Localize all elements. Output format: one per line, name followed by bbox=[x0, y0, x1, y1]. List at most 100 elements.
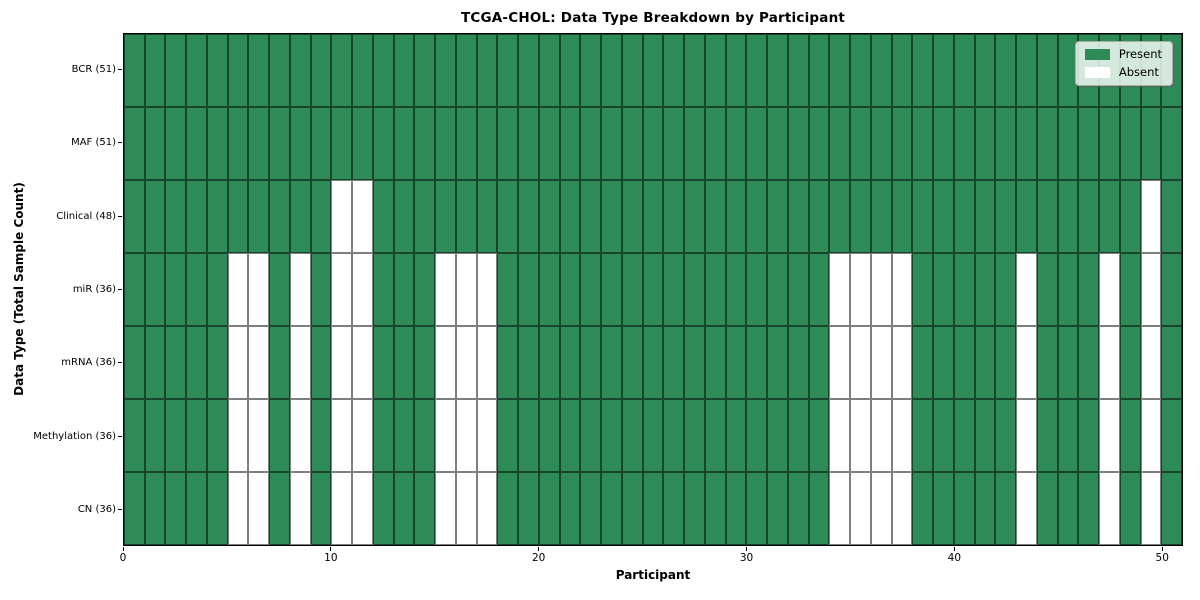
matrix-cell-BCR-p38 bbox=[912, 34, 934, 107]
matrix-cell-miR-p43 bbox=[1016, 253, 1037, 326]
matrix-cell-miR-p13 bbox=[393, 253, 415, 326]
matrix-cell-CN-p10 bbox=[331, 472, 353, 545]
y-tick-label-mRNA: mRNA (36) bbox=[61, 357, 116, 369]
matrix-cell-miR-p30 bbox=[746, 253, 768, 326]
matrix-cell-miR-p41 bbox=[974, 253, 996, 326]
matrix-cell-mRNA-p39 bbox=[933, 326, 954, 399]
matrix-cell-miR-p50 bbox=[1161, 253, 1182, 326]
matrix-cell-miR-p0 bbox=[124, 253, 145, 326]
matrix-cell-MAF-p47 bbox=[1099, 107, 1120, 180]
matrix-cell-CN-p48 bbox=[1119, 472, 1141, 545]
matrix-cell-BCR-p18 bbox=[497, 34, 519, 107]
matrix-cell-Clinical-p19 bbox=[518, 180, 539, 253]
matrix-cell-CN-p22 bbox=[580, 472, 602, 545]
matrix-cell-Methylation-p10 bbox=[331, 399, 353, 472]
matrix-cell-Methylation-p30 bbox=[746, 399, 768, 472]
matrix-cell-mRNA-p49 bbox=[1140, 326, 1162, 399]
matrix-cell-BCR-p16 bbox=[455, 34, 477, 107]
matrix-cell-mRNA-p7 bbox=[269, 326, 290, 399]
matrix-cell-CN-p25 bbox=[642, 472, 664, 545]
matrix-cell-Methylation-p13 bbox=[393, 399, 415, 472]
matrix-cell-BCR-p20 bbox=[538, 34, 560, 107]
matrix-cell-BCR-p6 bbox=[248, 34, 270, 107]
matrix-cell-Methylation-p23 bbox=[601, 399, 622, 472]
matrix-cell-BCR-p26 bbox=[663, 34, 685, 107]
matrix-cell-Methylation-p48 bbox=[1119, 399, 1141, 472]
matrix-cell-CN-p13 bbox=[393, 472, 415, 545]
matrix-cell-CN-p12 bbox=[372, 472, 394, 545]
matrix-cell-mRNA-p25 bbox=[642, 326, 664, 399]
matrix-cell-MAF-p22 bbox=[580, 107, 602, 180]
matrix-cell-Methylation-p45 bbox=[1057, 399, 1079, 472]
matrix-cell-miR-p17 bbox=[476, 253, 498, 326]
matrix-cell-BCR-p36 bbox=[870, 34, 892, 107]
matrix-cell-Clinical-p0 bbox=[124, 180, 145, 253]
matrix-cell-mRNA-p28 bbox=[704, 326, 726, 399]
matrix-cell-miR-p6 bbox=[248, 253, 270, 326]
matrix-cell-miR-p4 bbox=[206, 253, 228, 326]
matrix-cell-MAF-p25 bbox=[642, 107, 664, 180]
matrix-cell-CN-p7 bbox=[269, 472, 290, 545]
matrix-cell-Methylation-p1 bbox=[144, 399, 166, 472]
matrix-cell-miR-p28 bbox=[704, 253, 726, 326]
matrix-cell-BCR-p33 bbox=[808, 34, 830, 107]
matrix-cell-miR-p19 bbox=[518, 253, 539, 326]
matrix-cell-Clinical-p26 bbox=[663, 180, 685, 253]
matrix-cell-miR-p47 bbox=[1099, 253, 1120, 326]
matrix-cell-miR-p21 bbox=[559, 253, 581, 326]
matrix-cell-Methylation-p26 bbox=[663, 399, 685, 472]
matrix-cell-CN-p14 bbox=[414, 472, 436, 545]
matrix-cell-Methylation-p22 bbox=[580, 399, 602, 472]
y-tick-mark bbox=[118, 69, 122, 71]
matrix-cell-miR-p23 bbox=[601, 253, 622, 326]
matrix-cell-BCR-p10 bbox=[331, 34, 353, 107]
matrix-cell-miR-p1 bbox=[144, 253, 166, 326]
y-tick-mark bbox=[118, 508, 122, 510]
matrix-cell-Clinical-p21 bbox=[559, 180, 581, 253]
matrix-cell-mRNA-p10 bbox=[331, 326, 353, 399]
matrix-cell-Clinical-p39 bbox=[933, 180, 954, 253]
matrix-cell-Clinical-p36 bbox=[870, 180, 892, 253]
matrix-cell-Methylation-p28 bbox=[704, 399, 726, 472]
matrix-cell-MAF-p21 bbox=[559, 107, 581, 180]
matrix-cell-Methylation-p14 bbox=[414, 399, 436, 472]
y-tick-label-CN: CN (36) bbox=[77, 503, 116, 515]
matrix-cell-Clinical-p50 bbox=[1161, 180, 1182, 253]
matrix-cell-MAF-p48 bbox=[1119, 107, 1141, 180]
matrix-cell-Clinical-p10 bbox=[331, 180, 353, 253]
matrix-cell-mRNA-p4 bbox=[206, 326, 228, 399]
matrix-cell-Clinical-p24 bbox=[621, 180, 643, 253]
matrix-cell-Clinical-p18 bbox=[497, 180, 519, 253]
matrix-cell-MAF-p28 bbox=[704, 107, 726, 180]
matrix-cell-miR-p36 bbox=[870, 253, 892, 326]
matrix-cell-Methylation-p25 bbox=[642, 399, 664, 472]
matrix-cell-CN-p32 bbox=[787, 472, 809, 545]
matrix-cell-Methylation-p46 bbox=[1078, 399, 1100, 472]
matrix-cell-MAF-p36 bbox=[870, 107, 892, 180]
matrix-cell-CN-p35 bbox=[850, 472, 871, 545]
matrix-cell-BCR-p15 bbox=[435, 34, 456, 107]
matrix-cell-miR-p45 bbox=[1057, 253, 1079, 326]
matrix-cell-miR-p38 bbox=[912, 253, 934, 326]
x-tick-label: 30 bbox=[739, 552, 754, 564]
y-tick-mark bbox=[118, 142, 122, 144]
matrix-cell-CN-p50 bbox=[1161, 472, 1182, 545]
matrix-cell-miR-p15 bbox=[435, 253, 456, 326]
matrix-cell-BCR-p29 bbox=[725, 34, 747, 107]
matrix-cell-miR-p18 bbox=[497, 253, 519, 326]
matrix-cell-BCR-p40 bbox=[953, 34, 975, 107]
matrix-cell-mRNA-p11 bbox=[352, 326, 373, 399]
matrix-cell-BCR-p23 bbox=[601, 34, 622, 107]
legend: Present Absent bbox=[1074, 41, 1173, 86]
y-tick-label-miR: miR (36) bbox=[72, 284, 116, 295]
matrix-cell-Clinical-p42 bbox=[995, 180, 1017, 253]
matrix-cell-CN-p19 bbox=[518, 472, 539, 545]
matrix-cell-BCR-p43 bbox=[1016, 34, 1037, 107]
matrix-cell-miR-p8 bbox=[289, 253, 311, 326]
matrix-cell-CN-p11 bbox=[352, 472, 373, 545]
matrix-cell-Clinical-p13 bbox=[393, 180, 415, 253]
matrix-cell-CN-p21 bbox=[559, 472, 581, 545]
matrix-cell-MAF-p34 bbox=[829, 107, 851, 180]
matrix-cell-Methylation-p37 bbox=[891, 399, 913, 472]
